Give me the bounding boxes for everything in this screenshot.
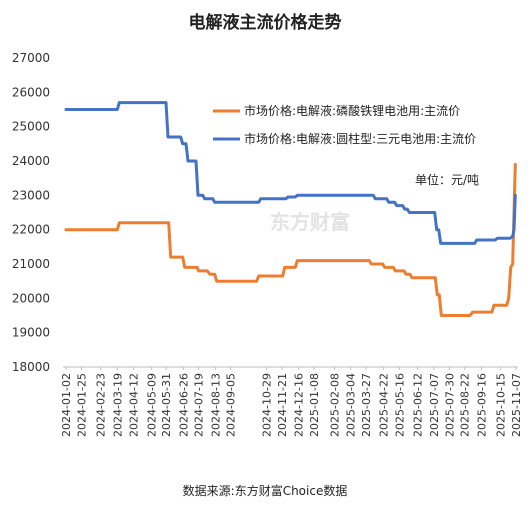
- x-tick-label: 2025-06-12: [411, 373, 424, 437]
- x-tick-label: 2024-07-19: [193, 373, 206, 437]
- x-tick-label: 2024-01-25: [75, 373, 88, 437]
- x-tick-label: 2025-09-16: [475, 373, 488, 437]
- y-tick-label: 20000: [12, 291, 50, 305]
- plot-area: [64, 101, 517, 317]
- x-axis: 2024-01-02 2024-01-25 2024-02-23 2024-03-19…: [60, 367, 523, 437]
- legend: 市场价格:电解液:磷酸铁锂电池用:主流价市场价格:电解液:圆柱型:三元电池用:主…: [213, 103, 476, 146]
- y-tick-label: 26000: [12, 85, 50, 99]
- x-tick-label: 2024-03-19: [111, 373, 124, 437]
- unit-note: 单位：元/吨: [415, 172, 479, 187]
- x-tick-label: 2024-05-09: [145, 373, 158, 437]
- x-tick-label: 2025-05-16: [393, 373, 406, 437]
- series-line-1: [64, 162, 517, 317]
- x-tick-label: 2024-12-16: [293, 373, 306, 437]
- x-tick-label: 2024-04-12: [127, 373, 140, 437]
- y-tick-label: 27000: [12, 51, 50, 65]
- y-tick-label: 23000: [12, 188, 50, 202]
- x-tick-label: 2025-08-22: [459, 373, 472, 437]
- x-tick-label: 2025-02-08: [329, 373, 342, 437]
- y-tick-label: 22000: [12, 223, 50, 237]
- x-tick-label: 2025-03-04: [345, 373, 358, 437]
- y-tick-label: 21000: [12, 257, 50, 271]
- x-tick-label: 2024-05-31: [160, 373, 173, 437]
- source-note: 数据来源:东方财富Choice数据: [183, 483, 348, 498]
- x-tick-label: 2025-07-30: [443, 373, 456, 437]
- x-tick-label: 2024-11-21: [276, 373, 289, 437]
- series-line-2: [64, 101, 517, 245]
- watermark: 东方财富: [270, 210, 350, 234]
- x-tick-label: 2024-06-26: [177, 373, 190, 437]
- x-tick-label: 2025-03-27: [360, 373, 373, 437]
- y-tick-label: 24000: [12, 154, 50, 168]
- x-tick-label: 2024-02-23: [95, 373, 108, 437]
- chart-title: 电解液主流价格走势: [189, 12, 342, 33]
- y-tick-label: 25000: [12, 120, 50, 134]
- x-tick-label: 2025-04-22: [377, 373, 390, 437]
- y-tick-label: 19000: [12, 326, 50, 340]
- x-tick-label: 2025-11-07: [510, 373, 523, 437]
- x-tick-label: 2024-10-29: [261, 373, 274, 437]
- x-tick-label: 2024-01-02: [60, 373, 73, 437]
- legend-label-1: 市场价格:电解液:磷酸铁锂电池用:主流价: [244, 103, 460, 118]
- x-tick-label: 2024-08-13: [209, 373, 222, 437]
- y-axis: 27000 26000 25000 24000 23000 22000 21000 20000…: [12, 51, 50, 374]
- legend-label-2: 市场价格:电解液:圆柱型:三元电池用:主流价: [244, 131, 476, 146]
- x-tick-label: 2025-10-15: [495, 373, 508, 437]
- x-tick-label: 2024-09-05: [225, 373, 238, 437]
- y-tick-label: 18000: [12, 360, 50, 374]
- x-tick-label: 2025-07-07: [428, 373, 441, 437]
- x-tick-label: 2025-01-08: [308, 373, 321, 437]
